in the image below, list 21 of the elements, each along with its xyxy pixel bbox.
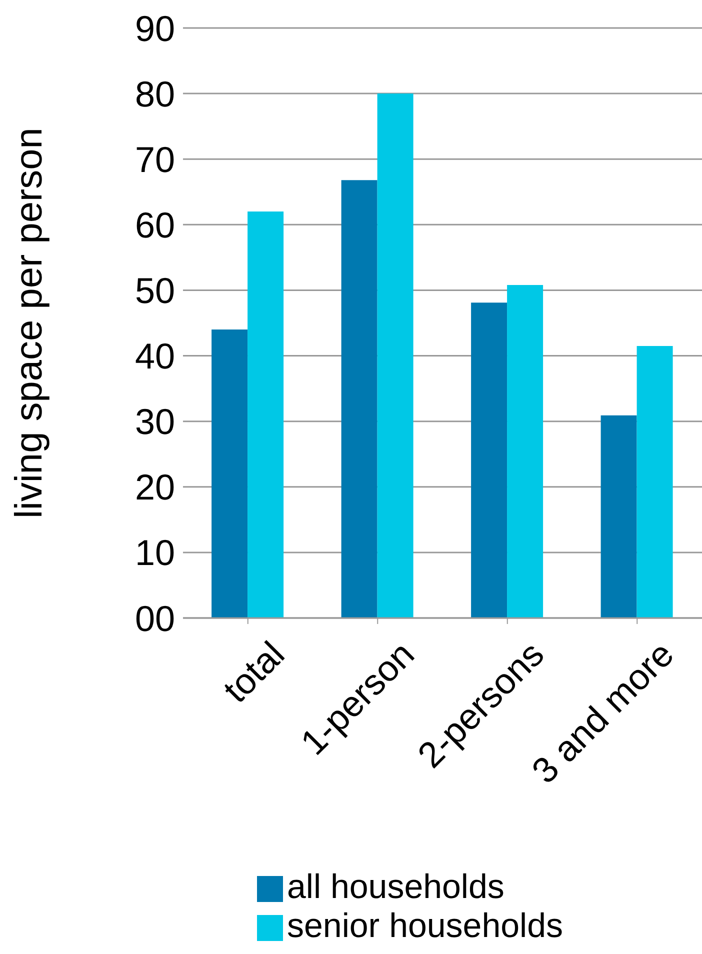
y-tick-label: 90	[134, 8, 175, 49]
y-tick-label: 10	[134, 532, 175, 574]
bar	[471, 302, 508, 618]
y-tick-label: 80	[134, 73, 175, 114]
y-axis-title: living space per person	[8, 128, 50, 518]
y-tick-label: 40	[134, 336, 175, 377]
legend-label: senior households	[287, 907, 563, 945]
y-tick-label: 20	[134, 466, 175, 508]
y-tick-label: 60	[134, 204, 175, 246]
bar	[636, 346, 673, 618]
bar	[341, 180, 378, 618]
bar	[377, 94, 414, 618]
y-tick-label: 70	[134, 138, 175, 180]
bar	[507, 284, 544, 618]
y-tick-label: 50	[134, 270, 175, 311]
legend-label: all households	[287, 868, 504, 906]
y-tick-label: 30	[134, 401, 175, 442]
y-tick-label: 00	[134, 598, 175, 639]
bar	[212, 330, 248, 618]
bar	[248, 212, 284, 618]
bar	[600, 415, 637, 618]
